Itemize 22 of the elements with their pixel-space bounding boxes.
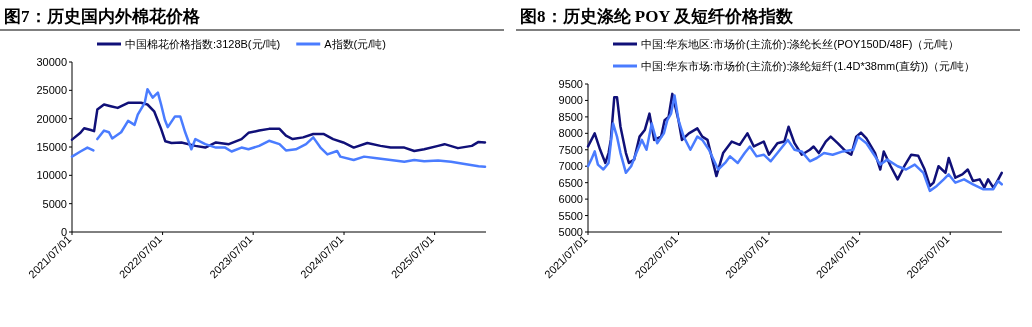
y-tick-label: 25000 [36,84,67,97]
y-tick-label: 7500 [558,143,583,156]
chart-title: 图7：历史国内外棉花价格 [4,7,201,26]
legend-label: 中国:华东市场:市场价(主流价):涤纶短纤(1.4D*38mm(直纺))（元/吨） [641,60,976,72]
y-tick-label: 10000 [36,169,67,182]
y-tick-label: 15000 [36,141,67,153]
y-tick-label: 6000 [558,193,583,206]
y-tick-label: 9000 [558,94,583,107]
y-tick-label: 8000 [558,127,583,140]
legend-label: 中国棉花价格指数:3128B(元/吨) [125,38,281,50]
chart-title: 图8：历史涤纶 POY 及短纤价格指数 [520,7,795,26]
y-tick-label: 5500 [558,209,583,222]
legend-label: 中国:华东地区:市场价(主流价):涤纶长丝(POY150D/48F)（元/吨） [641,38,960,50]
legend-label: A指数(元/吨) [324,38,386,50]
line-series [70,101,487,153]
y-tick-label: 20000 [36,112,67,125]
y-tick-label: 6500 [558,176,583,189]
y-tick-label: 8500 [558,110,583,123]
y-tick-label: 7000 [558,160,583,173]
y-tick-label: 30000 [36,56,67,68]
y-tick-label: 5000 [42,197,67,210]
y-tick-label: 9500 [558,78,583,90]
